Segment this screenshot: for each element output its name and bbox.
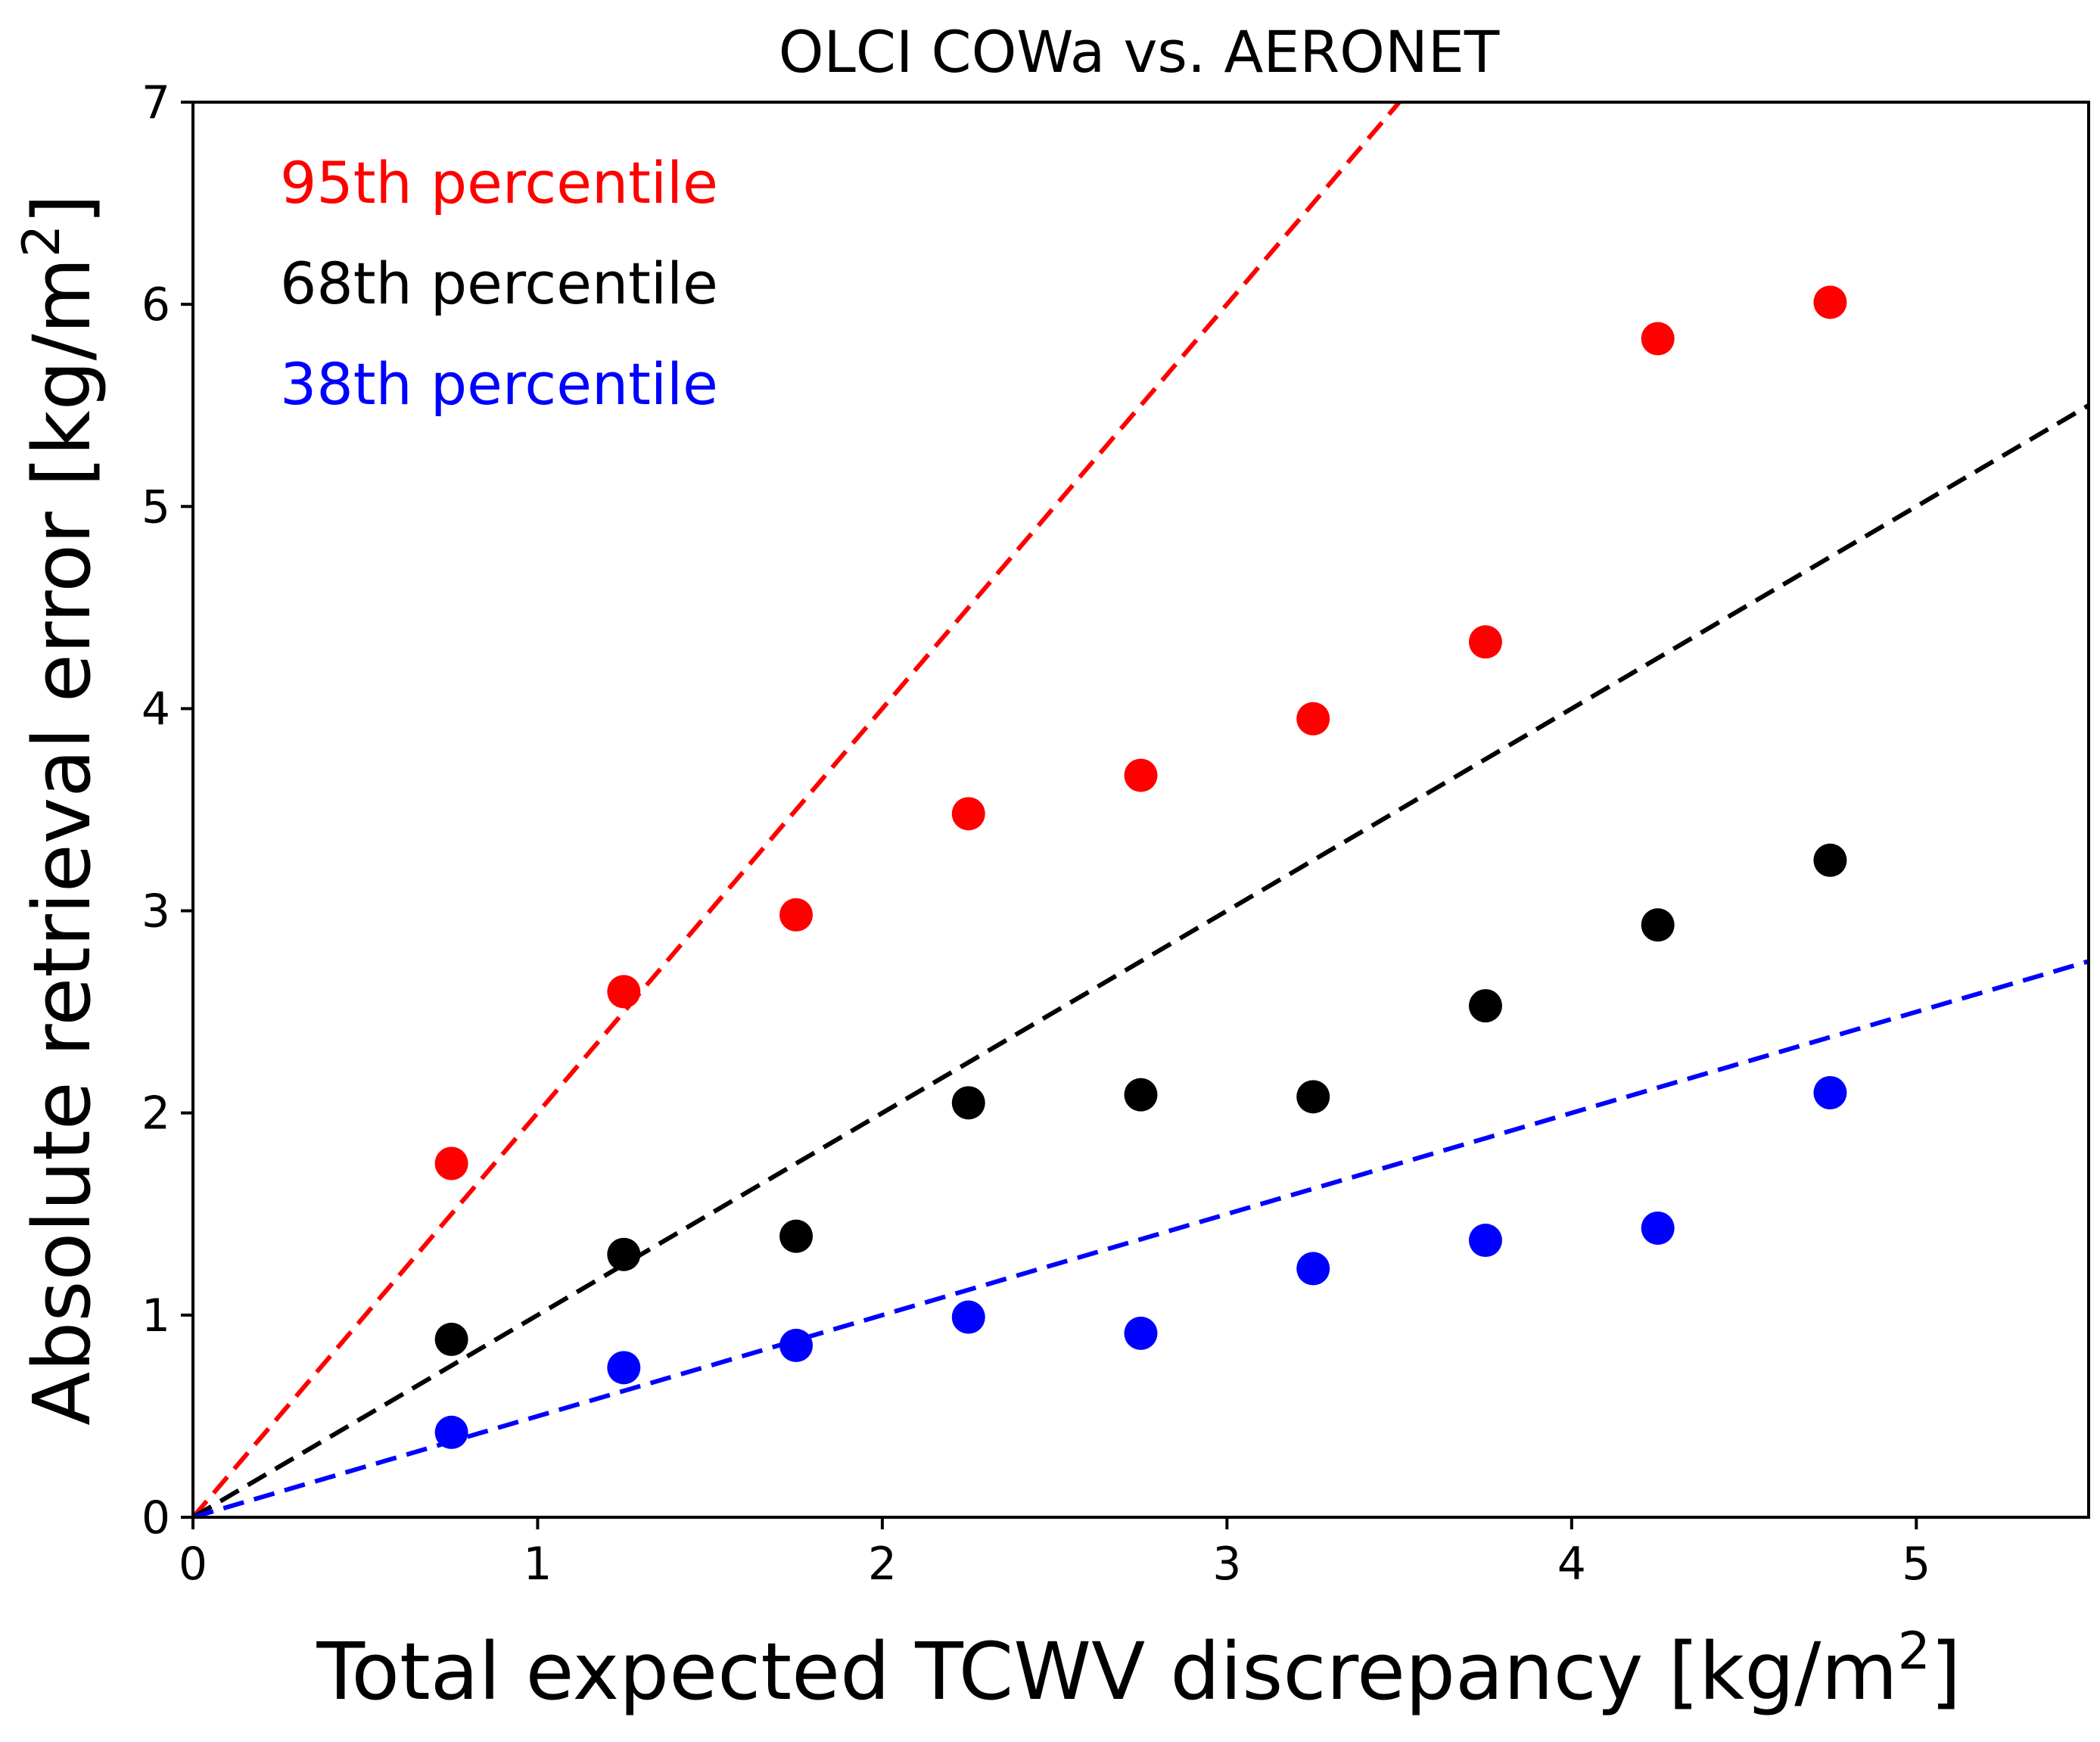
y-tick-label: 3	[142, 885, 170, 938]
y-axis-label: Absolute retrieval error [kg/m2]	[12, 194, 108, 1426]
plot-area	[191, 101, 2090, 1519]
fit-line-series-0	[193, 102, 1403, 1517]
data-point-series-2	[1813, 1076, 1847, 1109]
data-point-series-2	[1296, 1252, 1330, 1286]
data-point-series-0	[607, 975, 641, 1009]
y-tick-label: 6	[142, 278, 170, 331]
data-point-series-0	[1296, 701, 1330, 736]
y-tick-label: 2	[142, 1087, 170, 1140]
data-points	[434, 285, 1847, 1449]
data-point-series-0	[1641, 322, 1675, 356]
chart-title: OLCI COWa vs. AERONET	[779, 18, 1500, 86]
data-point-series-0	[434, 1146, 468, 1181]
data-point-series-1	[1641, 908, 1675, 942]
x-tick-label: 1	[523, 1538, 552, 1591]
y-tick-label: 5	[142, 481, 170, 533]
fit-line-series-1	[193, 403, 2089, 1517]
y-tick-label: 7	[142, 76, 170, 129]
data-point-series-2	[607, 1351, 641, 1385]
plot-frame	[191, 101, 2090, 1519]
y-tick-label: 4	[142, 683, 170, 736]
legend-entry: 95th percentile	[280, 149, 718, 216]
data-point-series-1	[779, 1219, 814, 1253]
data-point-series-1	[1813, 843, 1847, 877]
data-point-series-0	[779, 897, 814, 932]
data-point-series-1	[951, 1086, 985, 1120]
legend: 95th percentile 68th percentile 38th perce…	[280, 149, 718, 418]
x-axis-label: Total expected TCWV discrepancy [kg/m2]	[316, 1622, 1962, 1718]
y-tick-label: 1	[142, 1289, 170, 1342]
data-point-series-0	[1124, 758, 1158, 792]
x-tick-label: 3	[1212, 1538, 1241, 1591]
fit-line-series-2	[193, 959, 2089, 1517]
data-point-series-2	[434, 1415, 468, 1449]
legend-entry: 38th percentile	[280, 350, 718, 418]
data-point-series-2	[1124, 1316, 1158, 1350]
x-tick-label: 0	[179, 1538, 207, 1591]
legend-entry: 68th percentile	[280, 250, 718, 317]
data-point-series-1	[607, 1237, 641, 1271]
y-tick-label: 0	[142, 1492, 170, 1544]
fit-lines	[193, 102, 2089, 1517]
x-axis: 0 1 2 3 4 5	[179, 1517, 1930, 1591]
data-point-series-1	[1296, 1080, 1330, 1114]
data-point-series-0	[1468, 625, 1502, 659]
data-point-series-1	[434, 1322, 468, 1356]
data-point-series-0	[1813, 285, 1847, 319]
data-point-series-2	[951, 1300, 985, 1334]
x-tick-label: 4	[1557, 1538, 1586, 1591]
data-point-series-1	[1124, 1078, 1158, 1112]
data-point-series-1	[1468, 989, 1502, 1023]
data-point-series-0	[951, 797, 985, 831]
data-point-series-2	[1468, 1224, 1502, 1258]
data-point-series-2	[779, 1328, 814, 1362]
x-tick-label: 2	[868, 1538, 897, 1591]
x-tick-label: 5	[1902, 1538, 1930, 1591]
y-axis: 0 1 2 3 4 5 6 7	[142, 76, 193, 1544]
data-point-series-2	[1641, 1211, 1675, 1245]
